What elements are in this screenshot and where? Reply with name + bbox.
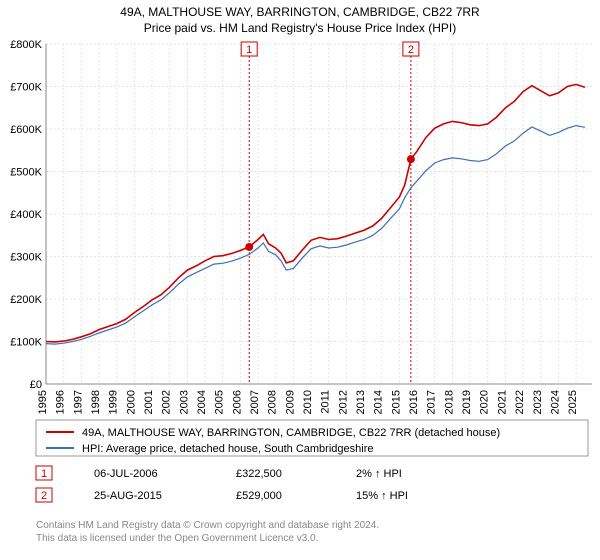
attribution-line: This data is licensed under the Open Gov… (36, 533, 318, 544)
series-property (46, 84, 585, 342)
x-tick-label: 2025 (567, 390, 579, 414)
x-tick-label: 2010 (302, 390, 314, 414)
x-tick-label: 2024 (549, 390, 561, 414)
sale-marker-num: 2 (408, 44, 414, 56)
x-tick-label: 1997 (72, 390, 84, 414)
x-tick-label: 1995 (37, 390, 49, 414)
x-tick-label: 2013 (355, 390, 367, 414)
x-tick-label: 2006 (231, 390, 243, 414)
legend: 49A, MALTHOUSE WAY, BARRINGTON, CAMBRIDG… (36, 420, 588, 456)
x-tick-label: 2020 (479, 390, 491, 414)
x-tick-label: 2003 (178, 390, 190, 414)
x-tick-label: 2007 (249, 390, 261, 414)
legend-label: HPI: Average price, detached house, Sout… (82, 443, 373, 455)
y-tick-label: £500K (10, 167, 42, 179)
plot-area: £0 £100K £200K £300K £400K £500K £600K £700K £80… (10, 39, 592, 414)
sale-marker-num: 1 (246, 44, 252, 56)
legend-label: 49A, MALTHOUSE WAY, BARRINGTON, CAMBRIDG… (82, 427, 500, 439)
sale-row-pct: 2% ↑ HPI (356, 468, 402, 480)
attribution: Contains HM Land Registry data © Crown c… (36, 520, 379, 544)
x-tick-label: 2000 (125, 390, 137, 414)
x-tick-label: 2004 (196, 390, 208, 414)
x-tick-label: 1996 (55, 390, 67, 414)
x-tick-label: 2021 (496, 390, 508, 414)
x-tick-label: 2022 (514, 390, 526, 414)
x-tick-label: 2018 (443, 390, 455, 414)
y-tick-label: £600K (10, 124, 42, 136)
y-tick-label: £700K (10, 82, 42, 94)
x-tick-label: 2001 (143, 390, 155, 414)
x-tick-label: 2005 (214, 390, 226, 414)
x-tick-label: 2002 (161, 390, 173, 414)
chart-subtitle: Price paid vs. HM Land Registry's House … (144, 21, 456, 35)
sales-table: 1 06-JUL-2006 £322,500 2% ↑ HPI 2 25-AUG-2015… (36, 466, 408, 502)
sale-row-num: 1 (41, 468, 47, 480)
attribution-line: Contains HM Land Registry data © Crown c… (36, 520, 379, 531)
x-tick-label: 2008 (267, 390, 279, 414)
sale-row-price: £529,000 (236, 490, 282, 502)
x-tick-label: 2016 (408, 390, 420, 414)
sale-row-price: £322,500 (236, 468, 282, 480)
y-tick-label: £300K (10, 252, 42, 264)
y-tick-label: £200K (10, 294, 42, 306)
x-tick-label: 1999 (108, 390, 120, 414)
x-tick-label: 2011 (320, 390, 332, 414)
sale-row-num: 2 (41, 490, 47, 502)
y-tick-label: £100K (10, 337, 42, 349)
x-tick-label: 1998 (90, 390, 102, 414)
x-tick-label: 2012 (337, 390, 349, 414)
sale-row-pct: 15% ↑ HPI (356, 490, 408, 502)
x-tick-label: 2014 (373, 390, 385, 414)
y-tick-label: £0 (30, 379, 42, 391)
sale-row-date: 25-AUG-2015 (94, 490, 162, 502)
x-tick-label: 2019 (461, 390, 473, 414)
x-tick-label: 2023 (532, 390, 544, 414)
sale-row-date: 06-JUL-2006 (94, 468, 158, 480)
series-hpi (46, 126, 585, 345)
x-tick-label: 2009 (284, 390, 296, 414)
x-tick-label: 2015 (390, 390, 402, 414)
y-tick-label: £800K (10, 39, 42, 51)
chart-title: 49A, MALTHOUSE WAY, BARRINGTON, CAMBRIDG… (120, 5, 480, 19)
y-tick-label: £400K (10, 209, 42, 221)
x-tick-label: 2017 (426, 390, 438, 414)
